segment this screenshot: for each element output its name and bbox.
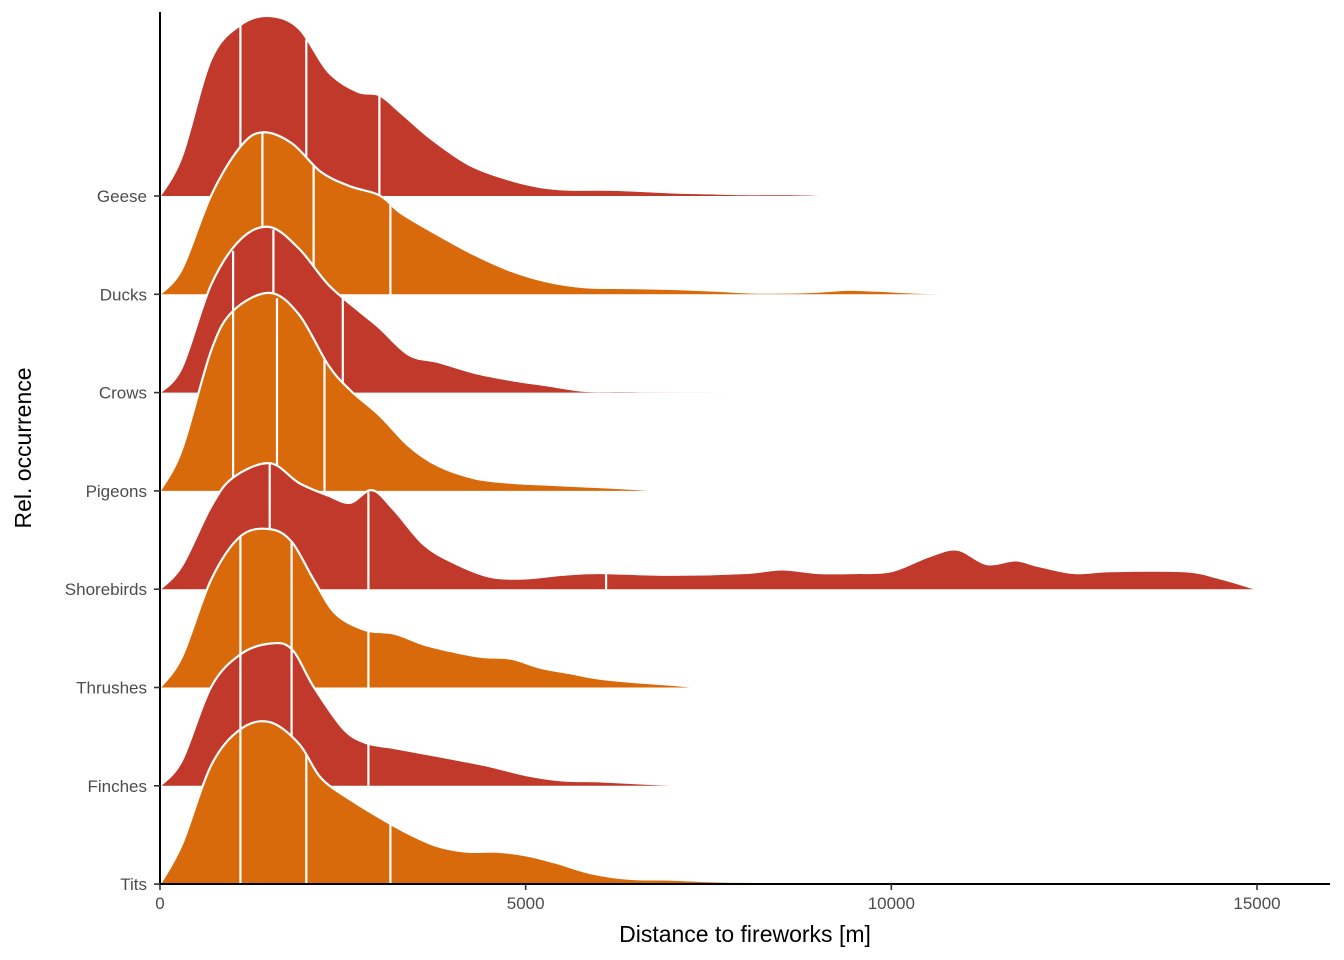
y-tick-label-finches: Finches [87, 777, 147, 796]
ridge-outline-thrushes [159, 527, 702, 689]
ridge-area-tits [160, 721, 841, 885]
x-tick-label-15000: 15000 [1233, 894, 1280, 913]
x-tick-label-10000: 10000 [868, 894, 915, 913]
y-tick-label-thrushes: Thrushes [76, 679, 147, 698]
ridge-outline-tits [159, 720, 841, 886]
ridge-outline-ducks [159, 131, 965, 296]
ridge-area-ducks [160, 132, 965, 295]
ridge-area-pigeons [160, 292, 665, 491]
y-axis-title: Rel. occurrence [10, 367, 36, 528]
ridge-geese [159, 14, 855, 198]
ridge-area-shorebirds [160, 463, 1257, 590]
ridge-pigeons [159, 291, 665, 492]
ridge-outline-shorebirds [159, 462, 1258, 591]
x-tick-label-0: 0 [155, 894, 164, 913]
y-tick-label-shorebirds: Shorebirds [65, 580, 147, 599]
x-tick-label-5000: 5000 [507, 894, 545, 913]
ridge-area-thrushes [160, 528, 702, 688]
y-tick-label-tits: Tits [120, 875, 147, 894]
ridge-outline-finches [159, 641, 687, 787]
y-ticks: Geese Ducks Crows Pigeons Shorebirds Thrushes… [65, 187, 160, 894]
ridge-outline-pigeons [159, 291, 665, 492]
x-ticks: 0 5000 10000 15000 [155, 884, 1281, 913]
ridge-outline-crows [159, 225, 797, 394]
ridge-tits [159, 720, 841, 886]
x-axis-title: Distance to fireworks [m] [619, 921, 871, 947]
ridges-layer [159, 14, 1258, 886]
ridge-outline-geese [159, 14, 855, 198]
axes-layer [159, 12, 1330, 885]
y-tick-label-ducks: Ducks [100, 285, 147, 304]
y-tick-label-geese: Geese [97, 187, 147, 206]
ridge-area-geese [160, 15, 855, 196]
y-tick-label-pigeons: Pigeons [86, 482, 147, 501]
y-tick-label-crows: Crows [99, 384, 147, 403]
